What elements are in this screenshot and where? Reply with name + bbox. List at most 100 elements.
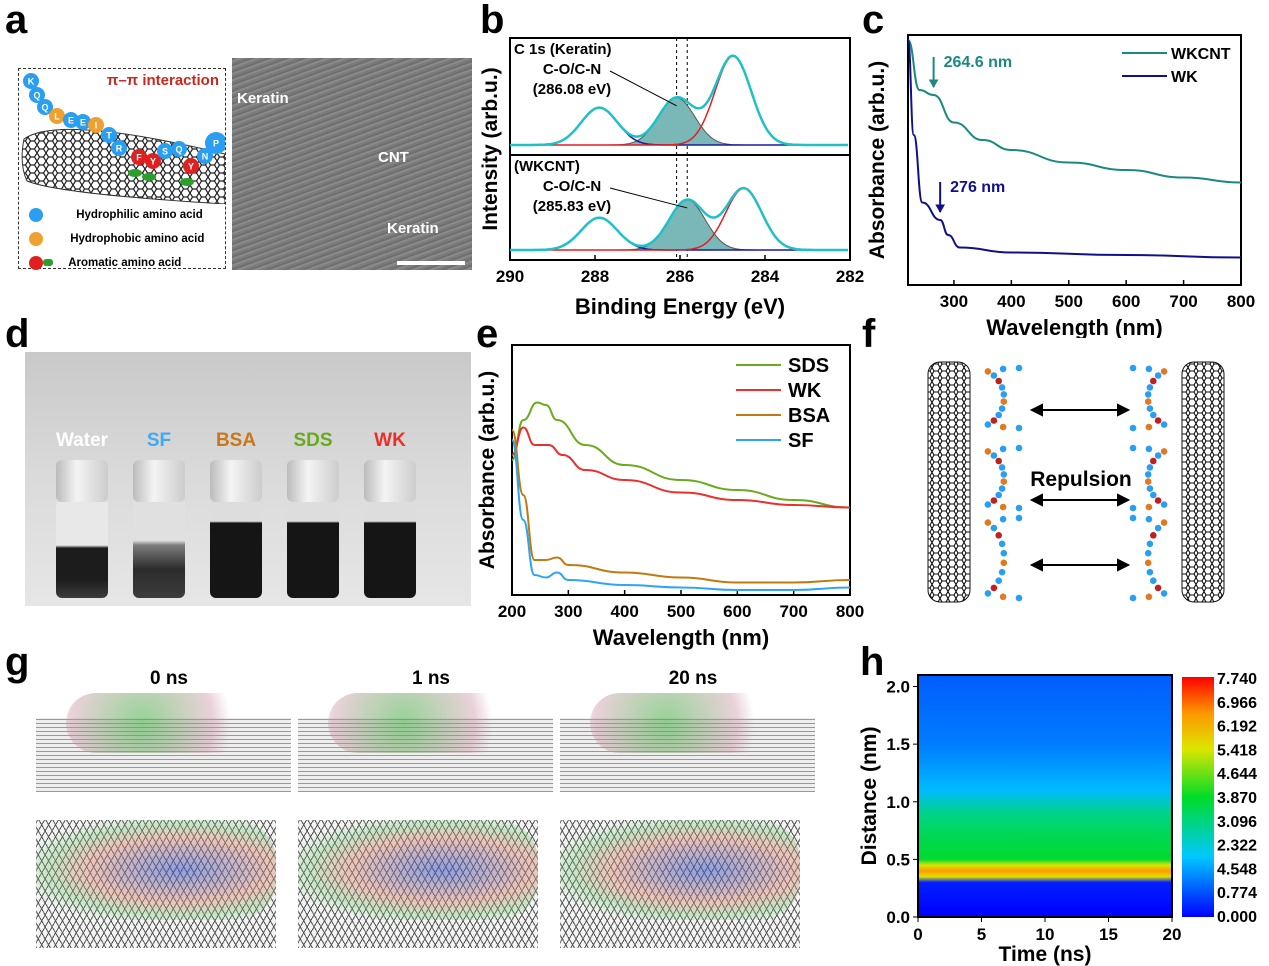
arrow-head (928, 79, 939, 89)
x-tick-label: 600 (1112, 292, 1140, 311)
peptide-bead (990, 524, 998, 532)
envelope-curve (510, 54, 848, 147)
peptide-bead (998, 405, 1006, 412)
peptide-bead (990, 417, 998, 424)
amino-acid-letter: Q (41, 103, 48, 113)
peptide-bead (1129, 424, 1137, 432)
peptide-bead (1154, 584, 1162, 592)
x-axis-label: Wavelength (nm) (986, 315, 1162, 338)
peptide-bead (1129, 364, 1137, 372)
x-axis-label: Wavelength (nm) (593, 625, 769, 650)
amino-acid-bead (111, 140, 127, 156)
annotation-label: 276 nm (950, 179, 1005, 196)
vials-photo: Water SF BSA SDS WK (25, 352, 471, 606)
peptide-bead (1129, 444, 1137, 452)
peptide-bead (984, 501, 992, 508)
peptide-bead (1000, 391, 1008, 398)
vial-body (56, 502, 108, 598)
peptide-bead (1146, 540, 1154, 548)
hydrophilic-bead-icon (29, 207, 43, 222)
aromatic-ring-icon (142, 173, 156, 181)
md-snapshot-top-view (36, 820, 276, 948)
peptide-bead (1146, 485, 1154, 492)
amino-acid-bead (23, 73, 39, 89)
amino-acid-letter: L (54, 112, 60, 122)
series-line-sds (511, 401, 851, 509)
x-tick-label: 200 (498, 602, 526, 621)
x-tick-label: 15 (1099, 925, 1118, 944)
colorbar-label: 6.192 (1217, 719, 1257, 736)
peptide-bead (984, 519, 992, 526)
peptide-bead (1160, 519, 1168, 526)
vial-body (210, 502, 262, 598)
x-tick-label: 282 (836, 267, 864, 286)
vial-cap (210, 460, 262, 502)
x-tick-label: 500 (667, 602, 695, 621)
x-tick-label: 20 (1163, 925, 1182, 944)
peptide-bead (990, 452, 998, 459)
peptide-bead (1144, 549, 1152, 557)
peptide-bead (1160, 448, 1168, 455)
peptide-bead (999, 515, 1007, 523)
peptide-bead (1015, 514, 1023, 522)
vial-label: WK (374, 430, 406, 451)
vial-body (133, 502, 185, 598)
x-tick-label: 500 (1055, 292, 1083, 311)
amino-acid-letter: N (202, 152, 209, 162)
amino-acid-bead (88, 117, 104, 133)
y-tick-label: 1.5 (886, 735, 910, 754)
aromatic-ring-icon (180, 178, 194, 186)
repulsion-diagram: Repulsion (927, 361, 1225, 603)
x-tick-label: 290 (496, 267, 524, 286)
peptide-bead (995, 377, 1002, 385)
vial-body (287, 502, 339, 598)
x-tick-label: 800 (836, 602, 864, 621)
peptide-bead (1015, 504, 1023, 512)
peptide-bead (1144, 559, 1152, 567)
vial-body (364, 502, 416, 598)
panel-label-e: e (476, 312, 499, 356)
peptide-bead (1015, 594, 1023, 602)
x-tick-label: 5 (977, 925, 986, 944)
panel-label-b: b (480, 0, 505, 42)
x-tick-label: 300 (554, 602, 582, 621)
amino-acid-letter: Q (33, 91, 40, 101)
panel-label-g: g (5, 640, 30, 684)
series-line-sf (511, 439, 851, 591)
series-line-bsa (511, 429, 851, 584)
peptide-bead (998, 384, 1006, 391)
vial-cap (364, 460, 416, 502)
peptide-bead (1160, 368, 1168, 375)
vial-bsa: BSA (206, 430, 266, 600)
peptide-bead (1145, 503, 1153, 511)
peptide-bead (1154, 452, 1162, 459)
density-heatmap: 0 5 10 15 20 0.0 0.5 1.0 1.5 2.0 Time (ns) Distance… (858, 671, 1257, 966)
peptide-bead (1145, 515, 1153, 523)
peptide-bead (995, 577, 1002, 584)
legend-label: WKCNT (1171, 46, 1231, 63)
amino-acid-bead (29, 87, 45, 103)
amino-acid-bead (157, 143, 173, 159)
peptide-bead (1150, 577, 1157, 584)
peptide-bead (1145, 423, 1153, 431)
panel-label-c: c (862, 0, 885, 42)
legend-hydrophobic: Hydrophobic amino acid (70, 233, 205, 245)
vial-label: BSA (215, 430, 257, 451)
peptide-bead (1154, 417, 1162, 424)
peptide-bead (984, 448, 992, 455)
x-axis-label: Binding Energy (eV) (575, 294, 785, 319)
annotation-leader (609, 70, 677, 107)
amino-acid-bead (171, 141, 187, 157)
peptide-bead (1015, 424, 1023, 432)
x-tick-label: 284 (751, 267, 780, 286)
aromatic-ring-icon (128, 169, 142, 177)
x-axis-label: Time (ns) (999, 943, 1092, 966)
vial-cap (133, 460, 185, 502)
vial-cap (56, 460, 108, 502)
amino-acid-letter: Y (150, 157, 156, 167)
xps-chart: 290 288 286 284 282 Binding Energy (eV) Intens… (479, 37, 864, 319)
series-line-wk (511, 426, 851, 509)
peptide-bead (1150, 491, 1157, 499)
